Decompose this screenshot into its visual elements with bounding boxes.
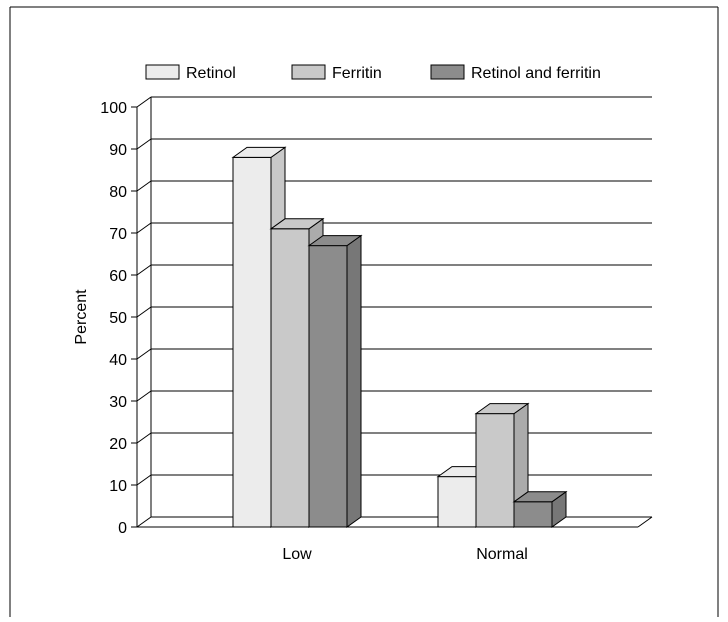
bar-top-face xyxy=(269,218,325,230)
bars xyxy=(231,146,568,528)
y-tick-label: 0 xyxy=(118,520,127,537)
y-tick-label: 30 xyxy=(109,394,127,411)
gridline-depth-connector xyxy=(136,180,152,192)
legend-label: Ferritin xyxy=(332,65,382,82)
y-tick-label: 10 xyxy=(109,478,127,495)
gridline-depth-connector xyxy=(136,306,152,318)
y-axis-title: Percent xyxy=(73,289,90,345)
bar-front-face xyxy=(270,228,310,528)
legend-label: Retinol and ferritin xyxy=(471,65,601,82)
bar xyxy=(512,490,568,528)
gridline-depth-connector xyxy=(136,138,152,150)
y-tick-label: 20 xyxy=(109,436,127,453)
gridlines xyxy=(151,96,652,518)
y-tick-label: 60 xyxy=(109,268,127,285)
bar-front-face xyxy=(308,245,348,528)
bar-top-face xyxy=(307,235,363,247)
gridline-depth-connector xyxy=(136,96,152,108)
y-tick-label: 100 xyxy=(100,100,127,117)
bar-top-face xyxy=(512,491,568,503)
axis-labels: 0 10 20 30 40 50 60 70 80 90 100 Percent Low Normal xyxy=(73,100,528,563)
gridline-depth-connector xyxy=(136,516,152,528)
y-tick-label: 80 xyxy=(109,184,127,201)
gridline-depth-connector xyxy=(136,264,152,276)
gridline-depth-connector xyxy=(136,432,152,444)
bar-front-face xyxy=(232,156,272,528)
bar-top-face xyxy=(231,146,287,158)
gridline-depth-connector xyxy=(136,390,152,402)
legend: Retinol Ferritin Retinol and ferritin xyxy=(145,64,601,82)
x-category-label: Normal xyxy=(476,546,528,563)
bar-front-face xyxy=(475,413,515,528)
bar-side-face xyxy=(346,234,362,528)
axes xyxy=(131,96,653,528)
gridline-depth-connector xyxy=(136,222,152,234)
legend-swatch xyxy=(291,64,326,80)
floor-right-edge xyxy=(637,516,653,528)
bar-top-face xyxy=(474,403,530,415)
legend-swatch xyxy=(430,64,465,80)
legend-swatch xyxy=(145,64,180,80)
y-tick-label: 90 xyxy=(109,142,127,159)
gridline-depth-connector xyxy=(136,348,152,360)
y-tick-label: 70 xyxy=(109,226,127,243)
y-tick-label: 40 xyxy=(109,352,127,369)
legend-label: Retinol xyxy=(186,65,236,82)
bar-front-face xyxy=(437,476,477,528)
x-category-label: Low xyxy=(282,546,312,563)
y-tick-label: 50 xyxy=(109,310,127,327)
bar-front-face xyxy=(513,501,553,528)
bar xyxy=(307,234,363,528)
gridline-depth-connector xyxy=(136,474,152,486)
